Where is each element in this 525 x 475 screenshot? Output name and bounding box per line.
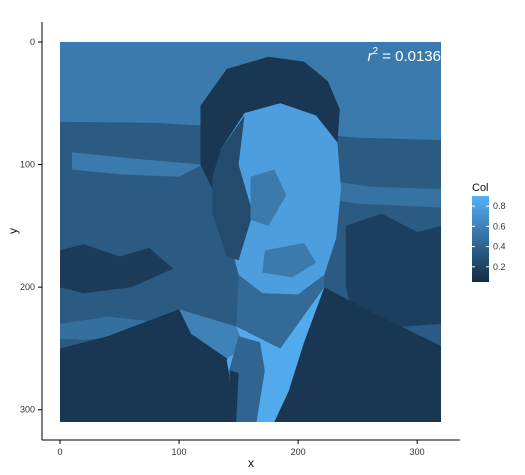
legend-tick-label: 0.6 xyxy=(493,221,506,231)
legend-tick-label: 0.8 xyxy=(493,201,506,211)
tile-region-face-shadow xyxy=(212,115,253,261)
y-tick-label: 100 xyxy=(20,160,35,170)
x-tick-label: 100 xyxy=(172,447,187,457)
tile-region-city-dark-1 xyxy=(60,244,174,294)
x-tick-label: 300 xyxy=(410,447,425,457)
y-tick-label: 300 xyxy=(20,405,35,415)
y-tick-label: 200 xyxy=(20,282,35,292)
annot-superscript: 2 xyxy=(372,46,378,57)
legend: Col 0.2 0.4 0.6 0.8 xyxy=(472,182,506,282)
y-ticks: 0 100 200 300 xyxy=(20,37,42,415)
tile-region-tie-dark xyxy=(226,370,239,422)
x-ticks: 0 100 200 300 xyxy=(57,440,425,457)
x-tick-label: 200 xyxy=(291,447,306,457)
tile-region-face-mid-2 xyxy=(262,243,316,278)
tile-region-city-dark-2 xyxy=(345,213,441,331)
legend-tick-label: 0.4 xyxy=(493,242,506,252)
plot-area xyxy=(60,42,441,422)
x-axis-title: x xyxy=(248,456,254,470)
axes xyxy=(41,22,460,441)
legend-title: Col xyxy=(472,182,489,194)
annot-suffix: = 0.0136 xyxy=(378,48,441,65)
tile-region-face-mid-1 xyxy=(250,169,287,226)
tile-region-suit-right xyxy=(260,287,441,422)
x-tick-label: 0 xyxy=(57,447,62,457)
tile-region-tie xyxy=(229,336,265,422)
y-axis-title: y xyxy=(6,228,20,234)
legend-ticks: 0.2 0.4 0.6 0.8 xyxy=(472,201,506,272)
tile-region-city-light-1 xyxy=(71,152,203,177)
r-squared-annotation: r2 = 0.0136 xyxy=(367,46,441,65)
annot-prefix: r xyxy=(367,48,373,65)
legend-colorbar xyxy=(472,196,489,282)
tile-region-lapel xyxy=(179,309,245,359)
y-tick-label: 0 xyxy=(30,37,35,47)
legend-tick-label: 0.2 xyxy=(493,262,506,272)
tile-region-hair xyxy=(200,56,340,190)
